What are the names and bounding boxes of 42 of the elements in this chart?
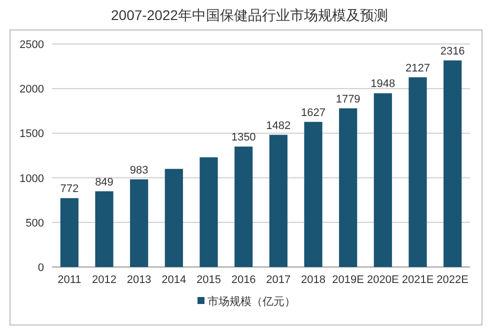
y-tick-label: 1000 — [20, 172, 44, 185]
bar — [374, 93, 392, 267]
x-tick-label: 2015 — [196, 274, 221, 286]
bar — [164, 168, 183, 267]
data-label: 2127 — [406, 62, 430, 74]
data-label: 1482 — [266, 120, 291, 132]
y-tick-label: 0 — [38, 262, 44, 274]
x-tick-label: 2011 — [58, 274, 82, 286]
legend-label: 市场规模（亿元） — [208, 295, 296, 308]
data-label: 1627 — [301, 106, 326, 119]
x-tick-label: 2012 — [92, 274, 116, 286]
chart-title: 2007-2022年中国保健品行业市场规模及预测 — [111, 7, 388, 23]
bar — [304, 122, 322, 267]
y-tick-label: 2500 — [20, 39, 44, 51]
x-tick-label: 2017 — [266, 274, 291, 286]
bar — [200, 157, 218, 267]
bar — [60, 198, 78, 267]
x-tick-label: 2014 — [162, 274, 186, 286]
x-tick-label: 2018 — [301, 274, 326, 286]
x-tick-label: 2016 — [231, 274, 256, 286]
bar — [408, 77, 427, 267]
bar — [339, 108, 358, 267]
data-label: 983 — [130, 164, 148, 176]
bar — [130, 179, 148, 267]
data-label: 1948 — [370, 78, 396, 90]
x-tick-label: 2022E — [436, 274, 468, 286]
x-tick-label: 2013 — [126, 274, 152, 286]
y-tick-label: 500 — [26, 217, 44, 230]
data-label: 772 — [60, 183, 79, 196]
x-tick-label: 2019E — [332, 274, 364, 286]
y-tick-label: 2000 — [20, 84, 44, 96]
bar — [234, 146, 253, 267]
bar — [444, 60, 462, 267]
x-tick-label: 2020E — [367, 274, 399, 286]
bar — [269, 134, 288, 267]
x-tick-label: 2021E — [402, 274, 434, 286]
data-label: 1779 — [336, 93, 360, 106]
data-label: 1350 — [231, 132, 256, 144]
data-label: 2316 — [440, 45, 465, 58]
bar — [95, 191, 114, 267]
y-tick-label: 1500 — [20, 128, 44, 140]
data-label: 849 — [95, 176, 114, 188]
